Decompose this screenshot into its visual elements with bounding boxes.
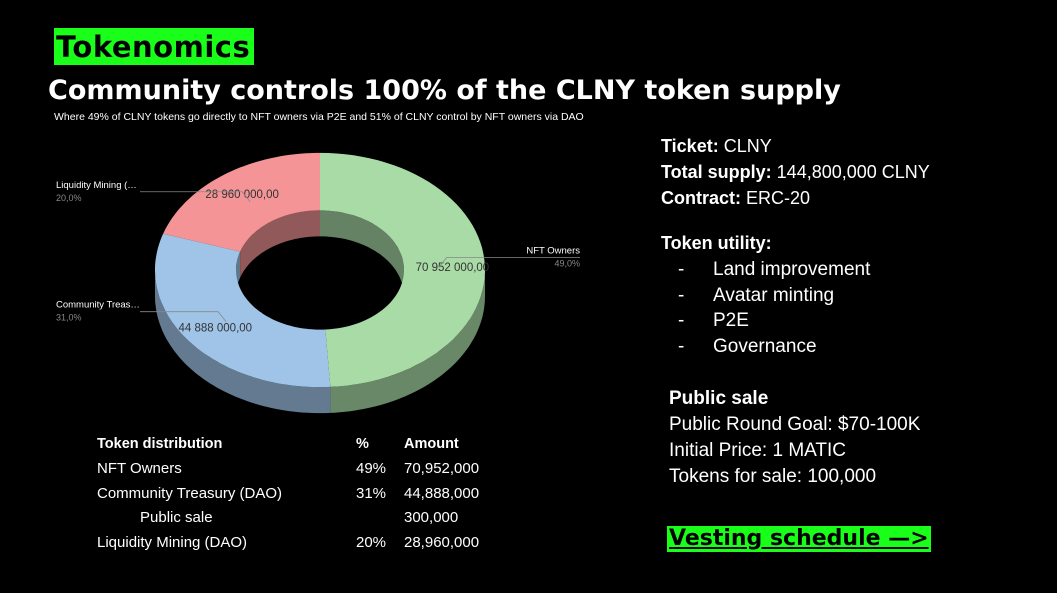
table-row: NFT Owners 49% 70,952,000 [97,457,479,482]
token-distribution-chart: 70 952 000,00 44 888 000,00 28 960 000,00 N… [56,152,580,414]
vesting-schedule-link[interactable]: Vesting schedule —> [667,526,931,552]
dash-bullet: - [678,284,685,306]
row-name: Community Treasury (DAO) [97,484,283,502]
leader-line [241,191,251,203]
slice-value-label: 70 952 000,00 [416,262,490,274]
row-percent: 31% [356,484,387,502]
utility-item-label: Land improvement [713,259,871,280]
ticket-value: CLNY [718,136,772,156]
row-name: Public sale [140,509,213,527]
public-sale-title: Public sale [669,388,769,409]
row-amount: 44,888,000 [404,484,480,502]
slice-value-label: 28 960 000,00 [205,189,279,201]
list-item: - P2E [678,308,870,334]
legend-percent: 49,0% [554,258,580,268]
slice-outer-wall [155,270,331,414]
page-subtitle: Where 49% of CLNY tokens go directly to … [54,111,584,123]
list-item: - Avatar minting [678,283,870,309]
slice-outer-wall [330,270,485,413]
legend-percent: 20,0% [56,193,82,203]
distribution-table: Token distribution % Amount NFT Owners 4… [97,432,479,555]
page-title: Community controls 100% of the CLNY toke… [48,75,841,106]
table-row: Liquidity Mining (DAO) 20% 28,960,000 [97,530,479,555]
column-header-percent: % [356,436,369,453]
legend-label: NFT Owners [526,245,580,256]
public-sale-block: Public sale Public Round Goal: $70-100K … [669,386,920,490]
initial-price: Initial Price: 1 MATIC [669,440,847,461]
total-supply-label: Total supply: [661,162,772,182]
slice-value-label: 44 888 000,00 [179,323,253,335]
total-supply-value: 144,800,000 CLNY [771,162,930,182]
slice-nft [320,152,485,387]
token-utility-list: - Land improvement - Avatar minting - P2E -… [678,257,870,359]
dash-bullet: - [678,310,685,331]
public-round-goal: Public Round Goal: $70-100K [669,414,921,435]
row-percent: 49% [356,460,387,478]
legend-label: Community Treas… [56,300,140,311]
slice-inner-wall [320,210,404,296]
row-amount: 70,952,000 [404,460,480,478]
total-supply-row: Total supply: 144,800,000 CLNY [661,159,930,185]
contract-label: Contract: [661,188,741,208]
table-row: Community Treasury (DAO) 31% 44,888,000 [97,481,479,506]
tokens-for-sale: Tokens for sale: 100,000 [669,466,877,487]
list-item: - Governance [678,334,870,360]
utility-item-label: Governance [713,335,817,357]
row-name: NFT Owners [97,460,182,478]
leader-line [438,257,448,268]
table-row: Public sale 300,000 [97,506,479,531]
token-info: Ticket: CLNY Total supply: 144,800,000 C… [661,133,930,211]
ticket-row: Ticket: CLNY [661,133,930,159]
token-utility-heading: Token utility: [661,233,772,253]
slice-inner-wall [240,210,320,278]
column-header-distribution: Token distribution [97,436,223,453]
dash-bullet: - [678,335,685,357]
column-header-amount: Amount [404,436,459,453]
legend-label: Liquidity Mining (… [56,180,137,191]
slice-liquidity [163,152,320,252]
row-amount: 300,000 [404,509,459,527]
utility-item-label: P2E [713,310,749,331]
contract-row: Contract: ERC-20 [661,185,930,211]
legend-percent: 31,0% [56,313,82,323]
ticket-label: Ticket: [661,136,719,156]
slice-community [155,233,331,388]
utility-item-label: Avatar minting [713,284,835,306]
row-name: Liquidity Mining (DAO) [97,533,248,551]
row-percent: 20% [356,533,387,551]
list-item: - Land improvement [678,257,870,283]
table-header-row: Token distribution % Amount [97,432,479,457]
leader-line [217,311,227,322]
contract-value: ERC-20 [741,188,811,208]
row-percent [356,506,404,531]
row-amount: 28,960,000 [404,533,480,551]
tokenomics-tag: Tokenomics [54,28,255,65]
dash-bullet: - [678,259,685,280]
